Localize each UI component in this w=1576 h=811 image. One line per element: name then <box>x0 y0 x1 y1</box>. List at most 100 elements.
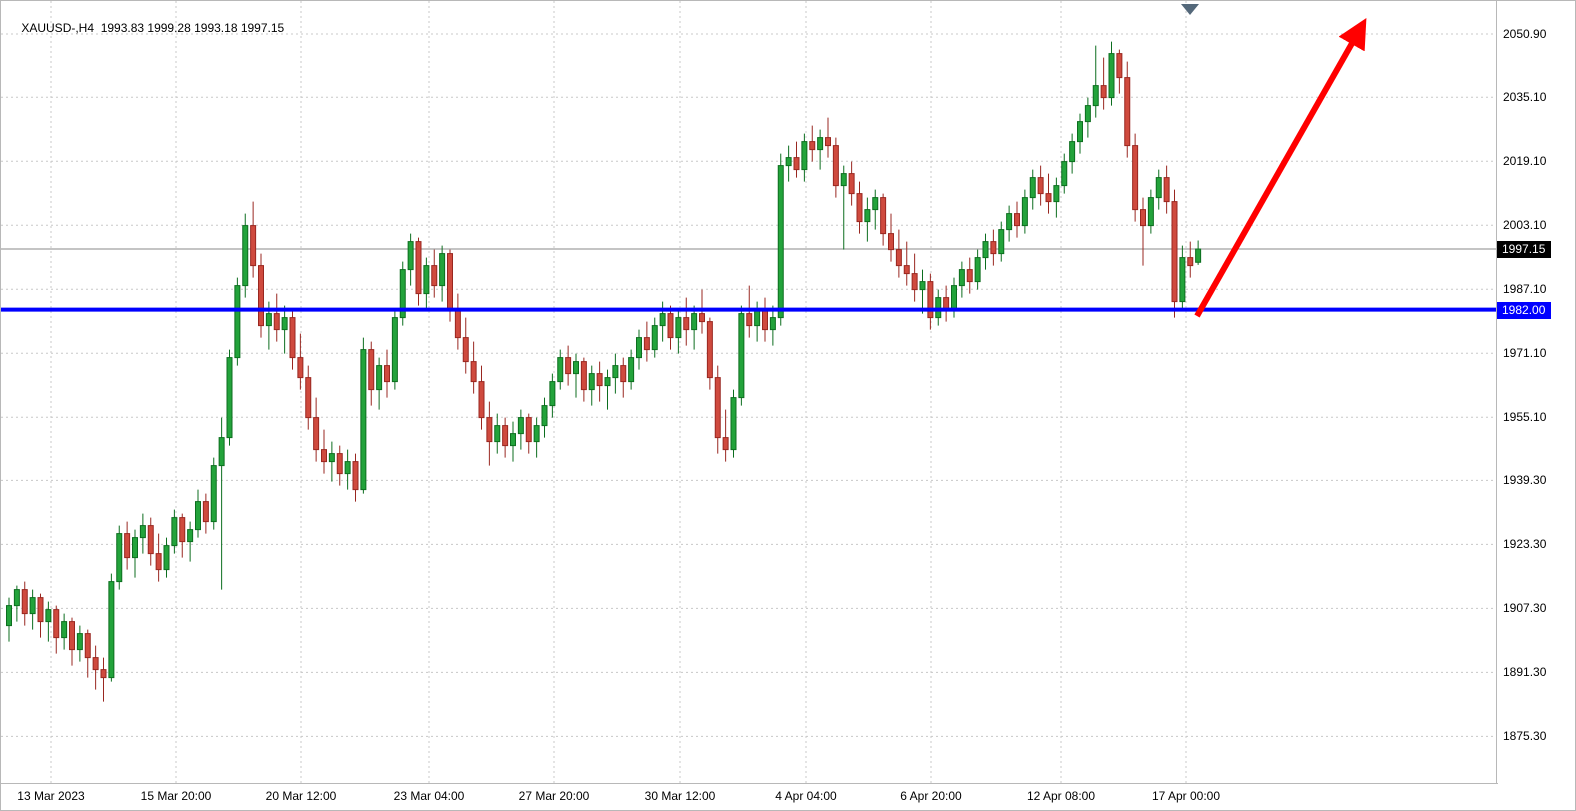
trend-arrow[interactable] <box>1194 17 1367 318</box>
time-axis-label: 23 Mar 04:00 <box>393 789 465 803</box>
candle-body <box>1124 77 1131 147</box>
candle-body <box>699 313 705 323</box>
candle-body <box>1061 161 1068 187</box>
candle-body <box>801 141 808 171</box>
candle-body <box>1029 177 1036 199</box>
candle-body <box>486 417 493 443</box>
candle-body <box>911 273 918 291</box>
candle-body <box>1140 209 1146 227</box>
candle-body <box>714 377 721 439</box>
price-axis-label: 2050.90 <box>1503 27 1547 41</box>
candle-body <box>730 397 737 451</box>
candle-body <box>667 313 674 339</box>
candle-body <box>620 365 627 383</box>
price-axis-label: 1875.30 <box>1503 729 1547 744</box>
candle-body <box>1155 177 1162 199</box>
candle-body <box>754 309 761 327</box>
candle-body <box>147 525 154 555</box>
candle-body <box>447 253 453 311</box>
candle-body <box>399 269 406 319</box>
candle-body <box>431 265 438 287</box>
candle-body <box>738 313 745 399</box>
time-axis[interactable]: 13 Mar 2023 15 Mar 20:00 20 Mar 12:00 23 Ma… <box>1 783 1498 810</box>
candle-body <box>250 225 257 267</box>
candle-body <box>29 597 36 615</box>
candle-body <box>242 225 249 287</box>
candle-body <box>415 241 422 295</box>
candle-body <box>195 501 201 531</box>
candle-body <box>919 281 926 291</box>
candle-body <box>880 197 887 235</box>
candle-body <box>100 669 107 679</box>
price-axis-label: 1955.10 <box>1503 410 1547 425</box>
candle-body <box>927 281 934 319</box>
price-axis-label: 1971.10 <box>1503 346 1547 361</box>
price-axis[interactable]: 2050.90 2035.10 2019.10 2003.10 1987.10 1971.… <box>1496 1 1575 785</box>
candle-body <box>958 269 965 287</box>
candle-body <box>84 633 91 659</box>
candle-body <box>722 437 729 451</box>
candlestick-chart[interactable] <box>1 1 1498 786</box>
candle-body <box>982 241 989 259</box>
time-axis-label: 20 Mar 12:00 <box>265 789 337 803</box>
candle-body <box>45 609 52 623</box>
candle-body <box>305 377 312 419</box>
candle-body <box>132 537 138 559</box>
candle-body <box>360 349 367 491</box>
candle-body <box>966 269 973 283</box>
candle-body <box>888 233 894 251</box>
candle-body <box>155 553 162 571</box>
price-axis-label: 1923.30 <box>1503 537 1547 552</box>
ohlc-header-text: XAUUSD-,H4 1993.83 1999.28 1993.18 1997.… <box>21 21 285 35</box>
candle-body <box>990 241 997 255</box>
candle-body <box>848 173 855 195</box>
candle-body <box>596 373 603 387</box>
candle-body <box>762 309 768 331</box>
current-price-tag: 1997.15 <box>1497 241 1552 258</box>
candle-body <box>289 317 296 359</box>
candle-body <box>643 337 650 351</box>
candle-body <box>974 257 981 283</box>
chart-shift-marker-icon[interactable] <box>1181 4 1199 15</box>
candle-body <box>1006 213 1013 231</box>
price-axis-label: 2019.10 <box>1503 154 1547 169</box>
candle-body <box>683 317 690 331</box>
candle-body <box>384 365 390 383</box>
candle-body <box>691 313 698 331</box>
candle-body <box>525 417 532 443</box>
candle-body <box>336 453 343 475</box>
candle-body <box>951 285 957 311</box>
candle-body <box>92 657 99 671</box>
candle-body <box>998 229 1005 255</box>
time-axis-label: 13 Mar 2023 <box>17 789 85 803</box>
candle-body <box>785 157 792 167</box>
price-axis-label: 1987.10 <box>1503 282 1547 297</box>
candle-body <box>321 449 327 463</box>
candle-body <box>494 425 501 443</box>
candle-body <box>368 349 375 391</box>
candle-body <box>1187 257 1194 267</box>
candle-body <box>61 621 68 639</box>
candle-body <box>557 357 564 383</box>
candle-body <box>1179 257 1186 303</box>
candle-body <box>651 325 658 351</box>
candle-body <box>565 357 572 375</box>
candle-body <box>328 453 335 463</box>
price-axis-label: 2035.10 <box>1503 90 1547 105</box>
candle-body <box>502 425 509 447</box>
candle-body <box>273 313 280 331</box>
candle-body <box>124 533 131 559</box>
candle-body <box>37 597 44 623</box>
candle-body <box>344 461 351 475</box>
candle-body <box>769 317 776 331</box>
candle-body <box>825 137 831 147</box>
time-axis-label: 17 Apr 00:00 <box>1151 789 1221 803</box>
candle-body <box>1077 121 1083 143</box>
price-axis-label: 1891.30 <box>1503 665 1547 680</box>
time-axis-label: 4 Apr 04:00 <box>775 789 837 803</box>
candle-body <box>210 465 217 523</box>
candle-body <box>391 317 398 383</box>
candle-body <box>1195 248 1202 263</box>
time-axis-label: 30 Mar 12:00 <box>644 789 716 803</box>
candle-body <box>541 405 548 427</box>
